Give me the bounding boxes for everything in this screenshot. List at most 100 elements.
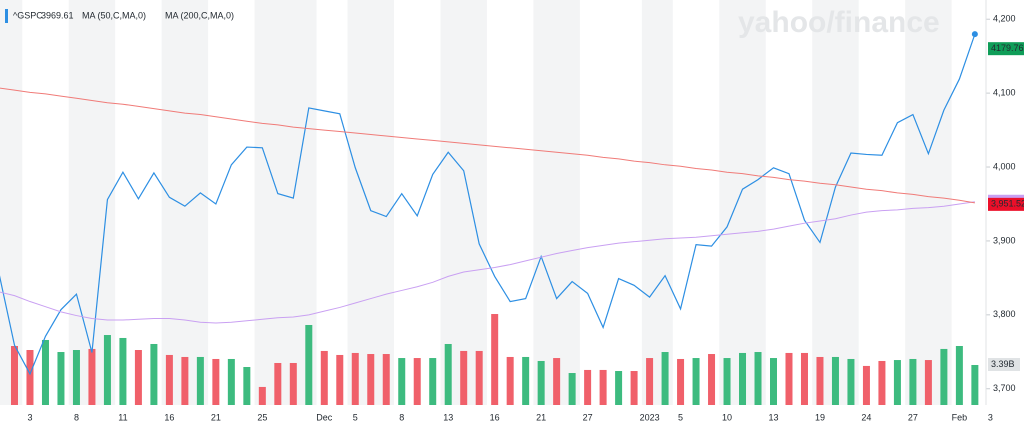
- volume-bar: [336, 354, 344, 405]
- x-tick-label: 11: [118, 412, 127, 422]
- x-tick-label: 21: [536, 412, 546, 422]
- volume-bar: [568, 373, 576, 405]
- x-tick-label: 2023: [640, 412, 660, 422]
- x-tick-label: 3: [988, 412, 993, 422]
- y-tick-label: 4,200: [993, 14, 1016, 24]
- volume-bar: [57, 352, 65, 405]
- volume-bar: [274, 362, 282, 405]
- x-tick-label: 8: [74, 412, 79, 422]
- axes: 3 8 11 16 21 25 Dec 5 8 13 16 21 27 2023 5 10 13 19 24 27 Fe…: [27, 0, 1016, 422]
- x-tick-label: 3: [27, 412, 32, 422]
- band: [905, 0, 952, 405]
- volume-bar: [785, 352, 793, 405]
- volume-bar: [382, 354, 390, 405]
- band: [719, 0, 766, 405]
- volume-bar: [800, 352, 808, 405]
- last-point: [971, 31, 978, 38]
- volume-bar: [351, 352, 359, 405]
- volume-bar: [150, 343, 158, 405]
- volume-bar: [41, 339, 49, 405]
- volume-bar: [398, 358, 406, 405]
- volume-bar: [862, 365, 870, 405]
- band: [812, 0, 859, 405]
- volume-bar: [630, 371, 638, 405]
- x-tick-label: 21: [211, 412, 221, 422]
- volume-bar: [677, 358, 685, 405]
- volume-bar: [72, 350, 80, 405]
- volume-bar: [413, 358, 421, 405]
- y-tick-label: 4,100: [993, 87, 1016, 97]
- band: [440, 0, 487, 405]
- volume-bar: [134, 350, 142, 405]
- volume-bar: [924, 360, 932, 405]
- volume-bar: [770, 358, 777, 405]
- volume-bar: [955, 345, 963, 405]
- background-bands: [0, 0, 952, 405]
- volume-bar: [692, 358, 700, 405]
- legend-marker: [5, 9, 8, 23]
- x-tick-label: 19: [815, 412, 825, 422]
- y-tick-label: 3,700: [993, 383, 1016, 393]
- ma200-tag-label: 3,951.52: [991, 199, 1024, 209]
- x-tick-label: 13: [768, 412, 778, 422]
- band: [161, 0, 209, 405]
- volume-bar: [661, 352, 669, 405]
- volume-bar: [893, 360, 901, 405]
- x-tick-label: Feb: [952, 412, 968, 422]
- x-tick-label: 5: [353, 412, 358, 422]
- ma200-tag: [988, 197, 1024, 211]
- y-tick-label: 4,000: [993, 161, 1016, 171]
- volume-bar: [816, 356, 824, 405]
- y-tick-label: 3,800: [993, 309, 1016, 319]
- volume-bar: [599, 369, 607, 405]
- band: [533, 0, 580, 405]
- volume-bar: [243, 367, 251, 405]
- volume-bar: [305, 324, 313, 405]
- volume-bar: [537, 360, 545, 405]
- volume-bar: [367, 354, 375, 405]
- volume-bar: [723, 358, 731, 405]
- x-tick-label: 24: [861, 412, 871, 422]
- volume-bar: [522, 356, 530, 405]
- x-tick-label: 8: [399, 412, 404, 422]
- volume-bar: [88, 348, 96, 405]
- band: [347, 0, 394, 405]
- volume-bar: [831, 356, 839, 405]
- volume-bar: [708, 354, 716, 405]
- plot-area: [0, 33, 979, 405]
- volume-bar: [119, 337, 127, 405]
- volume-bar: [320, 350, 328, 405]
- legend-quote: 3969.61: [41, 10, 74, 20]
- volume-bar: [10, 345, 18, 405]
- series-line: [0, 201, 975, 324]
- volume-bar: [258, 386, 266, 405]
- x-tick-label: Dec: [316, 412, 333, 422]
- volume-bar: [506, 356, 514, 405]
- x-tick-label: 27: [908, 412, 918, 422]
- volume-bar: [646, 358, 654, 405]
- volume-bar: [181, 356, 189, 405]
- legend-ma50[interactable]: MA (50,C,MA,0): [82, 10, 146, 20]
- legend-symbol[interactable]: ^GSPC: [13, 10, 43, 20]
- price-tag-label: 4179.76: [991, 43, 1024, 53]
- x-tick-label: 25: [257, 412, 267, 422]
- volume-bar: [615, 371, 623, 405]
- legend-ma200[interactable]: MA (200,C,MA,0): [165, 10, 234, 20]
- volume-bar: [475, 350, 483, 405]
- x-tick-label: 27: [583, 412, 593, 422]
- volume-bar: [26, 350, 34, 405]
- volume-bar: [227, 358, 235, 405]
- x-tick-label: 13: [443, 412, 453, 422]
- volume-bar: [289, 362, 297, 405]
- volume-bar: [196, 356, 204, 405]
- watermark: yahoo/finance: [738, 6, 940, 39]
- volume-bar: [754, 352, 762, 405]
- volume-tag: [988, 357, 1020, 371]
- volume-bar: [739, 352, 747, 405]
- volume-bar: [940, 348, 948, 405]
- series-line: [0, 87, 975, 204]
- volume-tag-label: 3.39B: [991, 359, 1015, 369]
- price-tag: [988, 42, 1024, 56]
